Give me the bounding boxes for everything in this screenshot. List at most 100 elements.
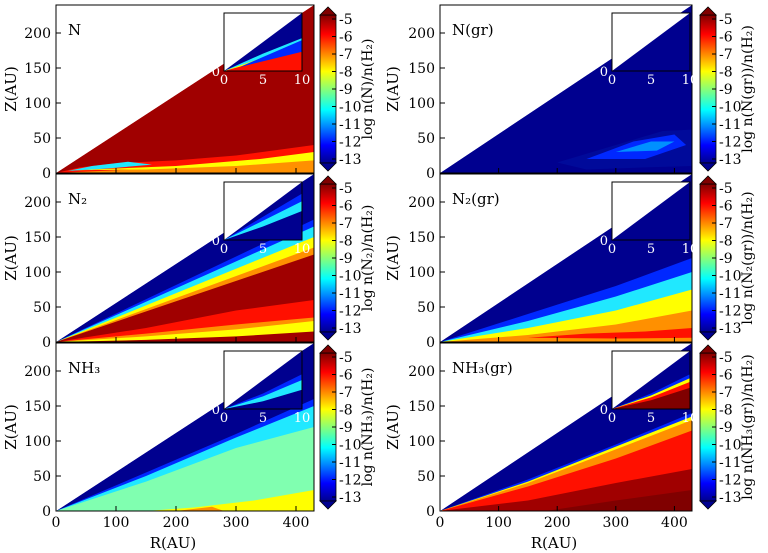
y-tick-label: 150 [408, 230, 435, 246]
inset-region [224, 47, 302, 71]
x-tick-label: 400 [283, 515, 310, 531]
inset-field [224, 13, 302, 71]
inset-field [224, 182, 302, 240]
inset-region [239, 40, 302, 68]
inset-frame [223, 12, 303, 72]
colorbar-tick-label: -11 [339, 455, 362, 471]
y-tick-label: 0 [42, 335, 51, 351]
species-label: N(gr) [452, 21, 494, 39]
species-label: NH₃(gr) [452, 359, 513, 377]
colorbar-tick-label: -7 [339, 47, 353, 63]
y-tick-label: 0 [42, 166, 51, 182]
inset-x-tick-label: 5 [647, 411, 655, 426]
colorbar-tick-label: -10 [339, 100, 362, 116]
y-tick-label: 0 [426, 335, 435, 351]
heatmap-region [56, 247, 314, 342]
colorbar-bottom-cap [319, 162, 337, 172]
colorbar-tick-label: -5 [719, 12, 733, 28]
colorbar-tick-label: -8 [339, 403, 353, 419]
y-tick-label: 0 [426, 166, 435, 182]
inset-y-tick-label: 0 [600, 65, 608, 80]
colorbar-tick-label: -12 [339, 135, 362, 151]
colorbar-label: log n(N(gr))/n(H₂) [740, 25, 756, 153]
y-axis-label: Z(AU) [2, 404, 20, 450]
colorbar: -5 -6-7 -8-9 -10-11 -12-13 log n(N₂)/n(H₂) [319, 175, 376, 341]
inset-y-tick-label: 0 [212, 65, 220, 80]
y-tick-label: 100 [24, 265, 51, 281]
x-tick-label: 200 [544, 515, 571, 531]
heatmap-region [527, 328, 692, 339]
inset-x-tick-label: 0 [608, 73, 616, 88]
colorbar-tick-label: -11 [339, 286, 362, 302]
inset-y-tick-label: 2 [600, 195, 608, 210]
inset-frame [611, 181, 691, 241]
colorbar-tick-label: -5 [339, 12, 353, 28]
inset-x-tick-label: 0 [220, 73, 228, 88]
inset-x-tick-label: 0 [608, 411, 616, 426]
axes-frame [55, 4, 315, 174]
colorbar-tick-label: -6 [719, 368, 733, 384]
colorbar-tick-label: -6 [719, 30, 733, 46]
heatmap-field [56, 174, 314, 342]
y-tick-label: 0 [42, 504, 51, 520]
inset-field [612, 182, 690, 240]
colorbar-tick-label: -13 [719, 152, 742, 168]
colorbar-bottom-cap [699, 500, 717, 510]
y-tick-label: 150 [408, 61, 435, 77]
inset-y-tick-label: 3 [600, 345, 608, 360]
colorbar: -5 -6-7 -8-9 -10-11 -12-13 log n(N)/n(H₂) [319, 6, 376, 172]
y-tick-label: 100 [408, 434, 435, 450]
y-tick-label: 150 [408, 399, 435, 415]
y-axis-label: Z(AU) [2, 66, 20, 112]
heatmap-region [146, 490, 314, 511]
colorbar-tick-label: -6 [719, 199, 733, 215]
colorbar-tick-label: -7 [339, 216, 353, 232]
heatmap-region [56, 226, 314, 342]
y-tick-label: 50 [33, 131, 51, 147]
colorbar-tick-label: -6 [339, 368, 353, 384]
inset-region [612, 13, 690, 71]
y-tick-label: 100 [408, 265, 435, 281]
species-label: N₂ [68, 190, 87, 208]
colorbar-bottom-cap [319, 500, 337, 510]
colorbar-tick-label: -6 [339, 199, 353, 215]
inset-y-tick-label: 2 [212, 364, 220, 379]
colorbar-tick-label: -12 [719, 304, 742, 320]
axes-frame [439, 173, 693, 343]
inset-y-tick-label: 1 [600, 215, 608, 230]
colorbar-bottom-cap [699, 162, 717, 172]
heatmap-region [56, 331, 314, 342]
colorbar-tick-label: -5 [339, 350, 353, 366]
colorbar-tick-label: -9 [719, 251, 733, 267]
colorbar-tick-label: -10 [719, 269, 742, 285]
colorbar-top-cap [319, 175, 337, 185]
species-label: N [68, 21, 81, 39]
colorbar: -5 -6-7 -8-9 -10-11 -12-13 log n(NH₃)/n(H₂) [319, 344, 376, 510]
heatmap-region [615, 141, 675, 152]
inset-x-tick-label: 5 [259, 411, 267, 426]
inset-frame [611, 350, 691, 410]
x-tick-label: 200 [163, 515, 190, 531]
colorbar-tick-label: -11 [719, 455, 742, 471]
colorbar-tick-label: -9 [339, 82, 353, 98]
colorbar-tick-label: -13 [339, 490, 362, 506]
inset-x-tick-label: 5 [259, 73, 267, 88]
colorbar-tick-label: -8 [719, 234, 733, 250]
x-tick-label: 300 [602, 515, 629, 531]
colorbar-tick-label: -11 [719, 286, 742, 302]
axes-frame [55, 342, 315, 512]
inset-y-tick-label: 1 [212, 384, 220, 399]
y-tick-label: 150 [24, 61, 51, 77]
colorbar-tick-label: -7 [339, 385, 353, 401]
colorbar-tick-label: -13 [339, 152, 362, 168]
colorbar-tick-label: -8 [339, 234, 353, 250]
inset-x-tick-label: 10 [682, 73, 699, 88]
inset-y-tick-label: 2 [600, 26, 608, 41]
colorbar-top-cap [699, 175, 717, 185]
